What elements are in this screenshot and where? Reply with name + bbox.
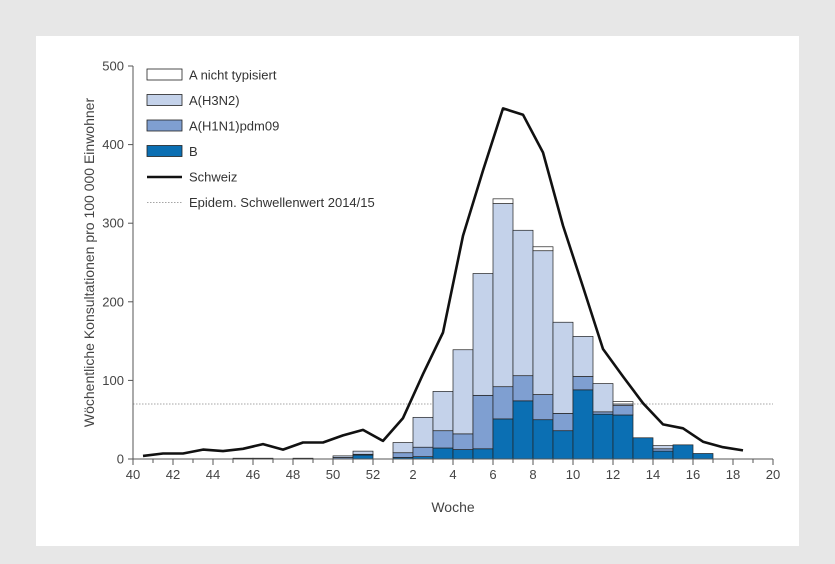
bar-segment xyxy=(392,452,414,458)
x-tick-label: 14 xyxy=(646,467,660,482)
bar-segment xyxy=(412,446,434,457)
x-tick-label: 8 xyxy=(529,467,536,482)
legend-swatch xyxy=(146,119,183,132)
legend-label: A(H1N1)pdm09 xyxy=(189,119,279,134)
y-tick-label: 200 xyxy=(102,294,124,309)
x-tick-label: 18 xyxy=(726,467,740,482)
x-axis-title: Woche xyxy=(431,499,475,515)
x-tick-label: 16 xyxy=(686,467,700,482)
bar-segment xyxy=(452,449,474,460)
y-tick-label: 0 xyxy=(117,452,124,467)
bar-segment xyxy=(552,413,574,432)
bar-segment xyxy=(592,383,614,413)
bar-segment xyxy=(512,400,534,460)
legend-swatch xyxy=(146,145,183,157)
bar-segment xyxy=(612,405,634,416)
bar-segment xyxy=(592,413,614,460)
bar-segment xyxy=(412,416,434,448)
legend-label: Epidem. Schwellenwert 2014/15 xyxy=(189,195,375,210)
x-tick-label: 44 xyxy=(206,467,220,482)
bar-segment xyxy=(352,454,374,460)
bar-segment xyxy=(572,376,594,391)
legend-label: B xyxy=(189,144,198,159)
bar-segment xyxy=(452,349,474,435)
bar-segment xyxy=(532,394,554,421)
bar-segment xyxy=(492,418,514,460)
bar-segment xyxy=(592,411,614,415)
bar-segment xyxy=(392,442,414,454)
legend-label: A(H3N2) xyxy=(189,93,240,108)
bar-segment xyxy=(432,447,454,460)
x-tick-label: 20 xyxy=(766,467,780,482)
bar-segment xyxy=(632,437,654,460)
bar-segment xyxy=(532,419,554,460)
bar-segment xyxy=(432,391,454,432)
schweiz-line xyxy=(142,107,744,458)
bar-segment xyxy=(472,448,494,460)
bar-segment xyxy=(332,455,354,458)
x-tick-label: 10 xyxy=(566,467,580,482)
bar-segment xyxy=(572,389,594,460)
y-tick-label: 100 xyxy=(102,373,124,388)
y-tick-label: 300 xyxy=(102,216,124,231)
bar-segment xyxy=(352,450,374,455)
y-tick-label: 400 xyxy=(102,137,124,152)
bar-segment xyxy=(492,203,514,388)
bar-segment xyxy=(532,246,554,252)
bar-segment xyxy=(612,401,634,405)
bar-segment xyxy=(672,444,694,460)
bar-segment xyxy=(472,394,494,450)
bar-segment xyxy=(612,414,634,460)
bar-segment xyxy=(512,375,534,402)
bar-segment xyxy=(652,450,674,460)
x-tick-label: 6 xyxy=(489,467,496,482)
bar-segment xyxy=(512,229,534,377)
x-tick-label: 42 xyxy=(166,467,180,482)
legend-label: Schweiz xyxy=(189,170,237,185)
legend: A nicht typisiert A(H3N2) A(H1N1)pdm09 B Sch… xyxy=(146,68,375,210)
bar-segment xyxy=(652,448,674,452)
x-tick-label: 48 xyxy=(286,467,300,482)
bar-segment xyxy=(652,445,674,450)
bar-segment xyxy=(532,250,554,395)
y-axis-title: Wöchentliche Konsultationen pro 100 000 … xyxy=(81,98,97,428)
x-tick-label: 2 xyxy=(409,467,416,482)
bar-segment xyxy=(492,386,514,420)
x-tick-label: 50 xyxy=(326,467,340,482)
legend-swatch xyxy=(146,94,183,106)
bar-segment xyxy=(552,430,574,460)
bar-segment xyxy=(452,433,474,450)
bar-segment xyxy=(472,273,494,396)
line-layer xyxy=(142,107,744,458)
x-tick-label: 12 xyxy=(606,467,620,482)
bar-segment xyxy=(552,321,574,414)
bars-layer xyxy=(232,198,714,460)
bar-segment xyxy=(572,336,594,377)
legend-swatch xyxy=(146,68,183,81)
x-tick-label: 52 xyxy=(366,467,380,482)
bar-segment xyxy=(492,198,514,204)
chart-panel: 0 100 200 300 400 500 40 42 44 46 48 50 52 2 4 6 8 10 12 14… xyxy=(36,36,799,546)
x-tick-label: 46 xyxy=(246,467,260,482)
bar-segment xyxy=(692,453,714,460)
legend-label: A nicht typisiert xyxy=(189,68,277,83)
y-tick-label: 500 xyxy=(102,59,124,74)
x-tick-label: 40 xyxy=(126,467,140,482)
bar-segment xyxy=(432,430,454,449)
x-tick-label: 4 xyxy=(449,467,456,482)
